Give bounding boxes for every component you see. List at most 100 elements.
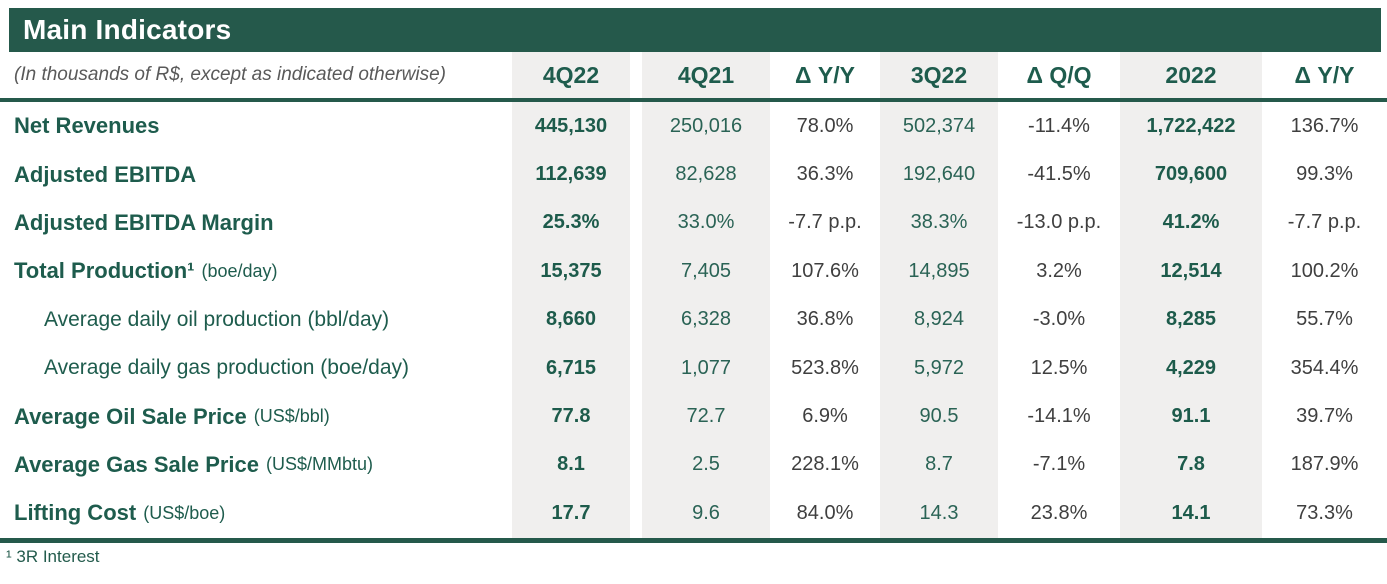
cell-delta-yy: 6.9% (770, 392, 880, 441)
cell-4q22: 112,639 (512, 150, 630, 199)
cell-3q22: 5,972 (880, 343, 998, 393)
cell-2022: 12,514 (1120, 247, 1262, 296)
cell-4q21: 1,077 (642, 343, 770, 393)
page-title: Main Indicators (23, 14, 232, 45)
column-header-3q22: 3Q22 (880, 52, 998, 98)
row-label-cell: Adjusted EBITDA (0, 150, 512, 199)
cell-4q21: 6,328 (642, 295, 770, 344)
cell-4q22: 15,375 (512, 247, 630, 296)
cell-3q22: 8,924 (880, 295, 998, 344)
bottom-rule (0, 537, 1387, 543)
cell-2022: 4,229 (1120, 343, 1262, 393)
cell-2022: 709,600 (1120, 150, 1262, 199)
cell-4q21: 250,016 (642, 102, 770, 151)
main-indicators-page: Main Indicators (In thousands of R$, exc… (0, 8, 1387, 584)
table-subtitle-cell: (In thousands of R$, except as indicated… (0, 52, 512, 98)
table-subtitle: (In thousands of R$, except as indicated… (14, 64, 446, 85)
cell-3q22: 502,374 (880, 102, 998, 151)
cell-delta-yy: -7.7 p.p. (770, 198, 880, 248)
row-label-cell: Average daily gas production (boe/day) (0, 343, 512, 393)
cell-delta-qq: -11.4% (998, 102, 1120, 151)
column-header-delta-qq: Δ Q/Q (998, 52, 1120, 98)
column-header-4q21: 4Q21 (642, 52, 770, 98)
row-label-cell: Lifting Cost (US$/boe) (0, 489, 512, 538)
cell-4q22: 6,715 (512, 343, 630, 393)
row-label-cell: Average Gas Sale Price (US$/MMbtu) (0, 440, 512, 490)
cell-delta-qq: 23.8% (998, 489, 1120, 538)
cell-delta-yy: 523.8% (770, 343, 880, 393)
column-header-2022: 2022 (1120, 52, 1262, 98)
row-unit: (US$/boe) (143, 502, 226, 523)
row-label-cell: Total Production¹ (boe/day) (0, 247, 512, 296)
cell-delta-qq: -3.0% (998, 295, 1120, 344)
cell-2022: 1,722,422 (1120, 102, 1262, 151)
column-gutter (630, 343, 642, 393)
cell-4q21: 82,628 (642, 150, 770, 199)
cell-delta-yy-2: 99.3% (1262, 150, 1387, 199)
row-label: Net Revenues (14, 113, 160, 139)
cell-3q22: 8.7 (880, 440, 998, 490)
cell-2022: 8,285 (1120, 295, 1262, 344)
cell-delta-qq: -14.1% (998, 392, 1120, 441)
cell-delta-yy: 36.3% (770, 150, 880, 199)
row-label: Average Gas Sale Price (14, 451, 260, 477)
cell-delta-qq: 3.2% (998, 247, 1120, 296)
cell-delta-yy-2: 39.7% (1262, 392, 1387, 441)
row-label-cell: Adjusted EBITDA Margin (0, 198, 512, 248)
row-unit: (US$/bbl) (253, 406, 330, 427)
cell-4q22: 25.3% (512, 198, 630, 248)
row-label: Lifting Cost (14, 500, 137, 526)
row-label: Average daily oil production (bbl/day) (44, 307, 390, 331)
row-unit: (boe/day) (201, 260, 278, 281)
cell-delta-yy-2: 55.7% (1262, 295, 1387, 344)
cell-delta-yy-2: 136.7% (1262, 102, 1387, 151)
cell-4q22: 17.7 (512, 489, 630, 538)
column-gutter (630, 150, 642, 199)
cell-delta-yy: 84.0% (770, 489, 880, 538)
column-gutter (630, 489, 642, 538)
cell-delta-yy-2: 73.3% (1262, 489, 1387, 538)
cell-4q22: 445,130 (512, 102, 630, 151)
row-label: Total Production¹ (14, 258, 195, 284)
column-header-delta-yy: Δ Y/Y (770, 52, 880, 98)
cell-3q22: 14.3 (880, 489, 998, 538)
cell-4q22: 8,660 (512, 295, 630, 344)
cell-delta-yy-2: 100.2% (1262, 247, 1387, 296)
cell-delta-yy-2: 354.4% (1262, 343, 1387, 393)
cell-4q21: 33.0% (642, 198, 770, 248)
column-gutter (630, 440, 642, 490)
cell-delta-qq: 12.5% (998, 343, 1120, 393)
cell-delta-yy-2: 187.9% (1262, 440, 1387, 490)
row-label: Adjusted EBITDA (14, 161, 197, 187)
column-gutter (630, 295, 642, 344)
row-unit: (US$/MMbtu) (266, 454, 374, 475)
cell-3q22: 38.3% (880, 198, 998, 248)
title-bar: Main Indicators (9, 8, 1381, 52)
column-header-delta-yy-2: Δ Y/Y (1262, 52, 1387, 98)
column-gutter (630, 102, 642, 151)
cell-2022: 41.2% (1120, 198, 1262, 248)
cell-delta-qq: -41.5% (998, 150, 1120, 199)
cell-3q22: 192,640 (880, 150, 998, 199)
cell-delta-yy: 36.8% (770, 295, 880, 344)
cell-4q22: 8.1 (512, 440, 630, 490)
header-rule (0, 98, 1387, 102)
cell-2022: 7.8 (1120, 440, 1262, 490)
cell-delta-yy: 78.0% (770, 102, 880, 151)
cell-delta-qq: -13.0 p.p. (998, 198, 1120, 248)
column-gutter (630, 247, 642, 296)
cell-4q21: 72.7 (642, 392, 770, 441)
cell-delta-qq: -7.1% (998, 440, 1120, 490)
column-gutter (630, 52, 642, 98)
row-label: Adjusted EBITDA Margin (14, 209, 274, 235)
column-gutter (630, 198, 642, 248)
cell-2022: 91.1 (1120, 392, 1262, 441)
row-label-cell: Net Revenues (0, 102, 512, 151)
cell-delta-yy: 228.1% (770, 440, 880, 490)
cell-2022: 14.1 (1120, 489, 1262, 538)
cell-delta-yy: 107.6% (770, 247, 880, 296)
column-gutter (630, 392, 642, 441)
row-label-cell: Average daily oil production (bbl/day) (0, 295, 512, 344)
column-header-4q22: 4Q22 (512, 52, 630, 98)
cell-4q22: 77.8 (512, 392, 630, 441)
